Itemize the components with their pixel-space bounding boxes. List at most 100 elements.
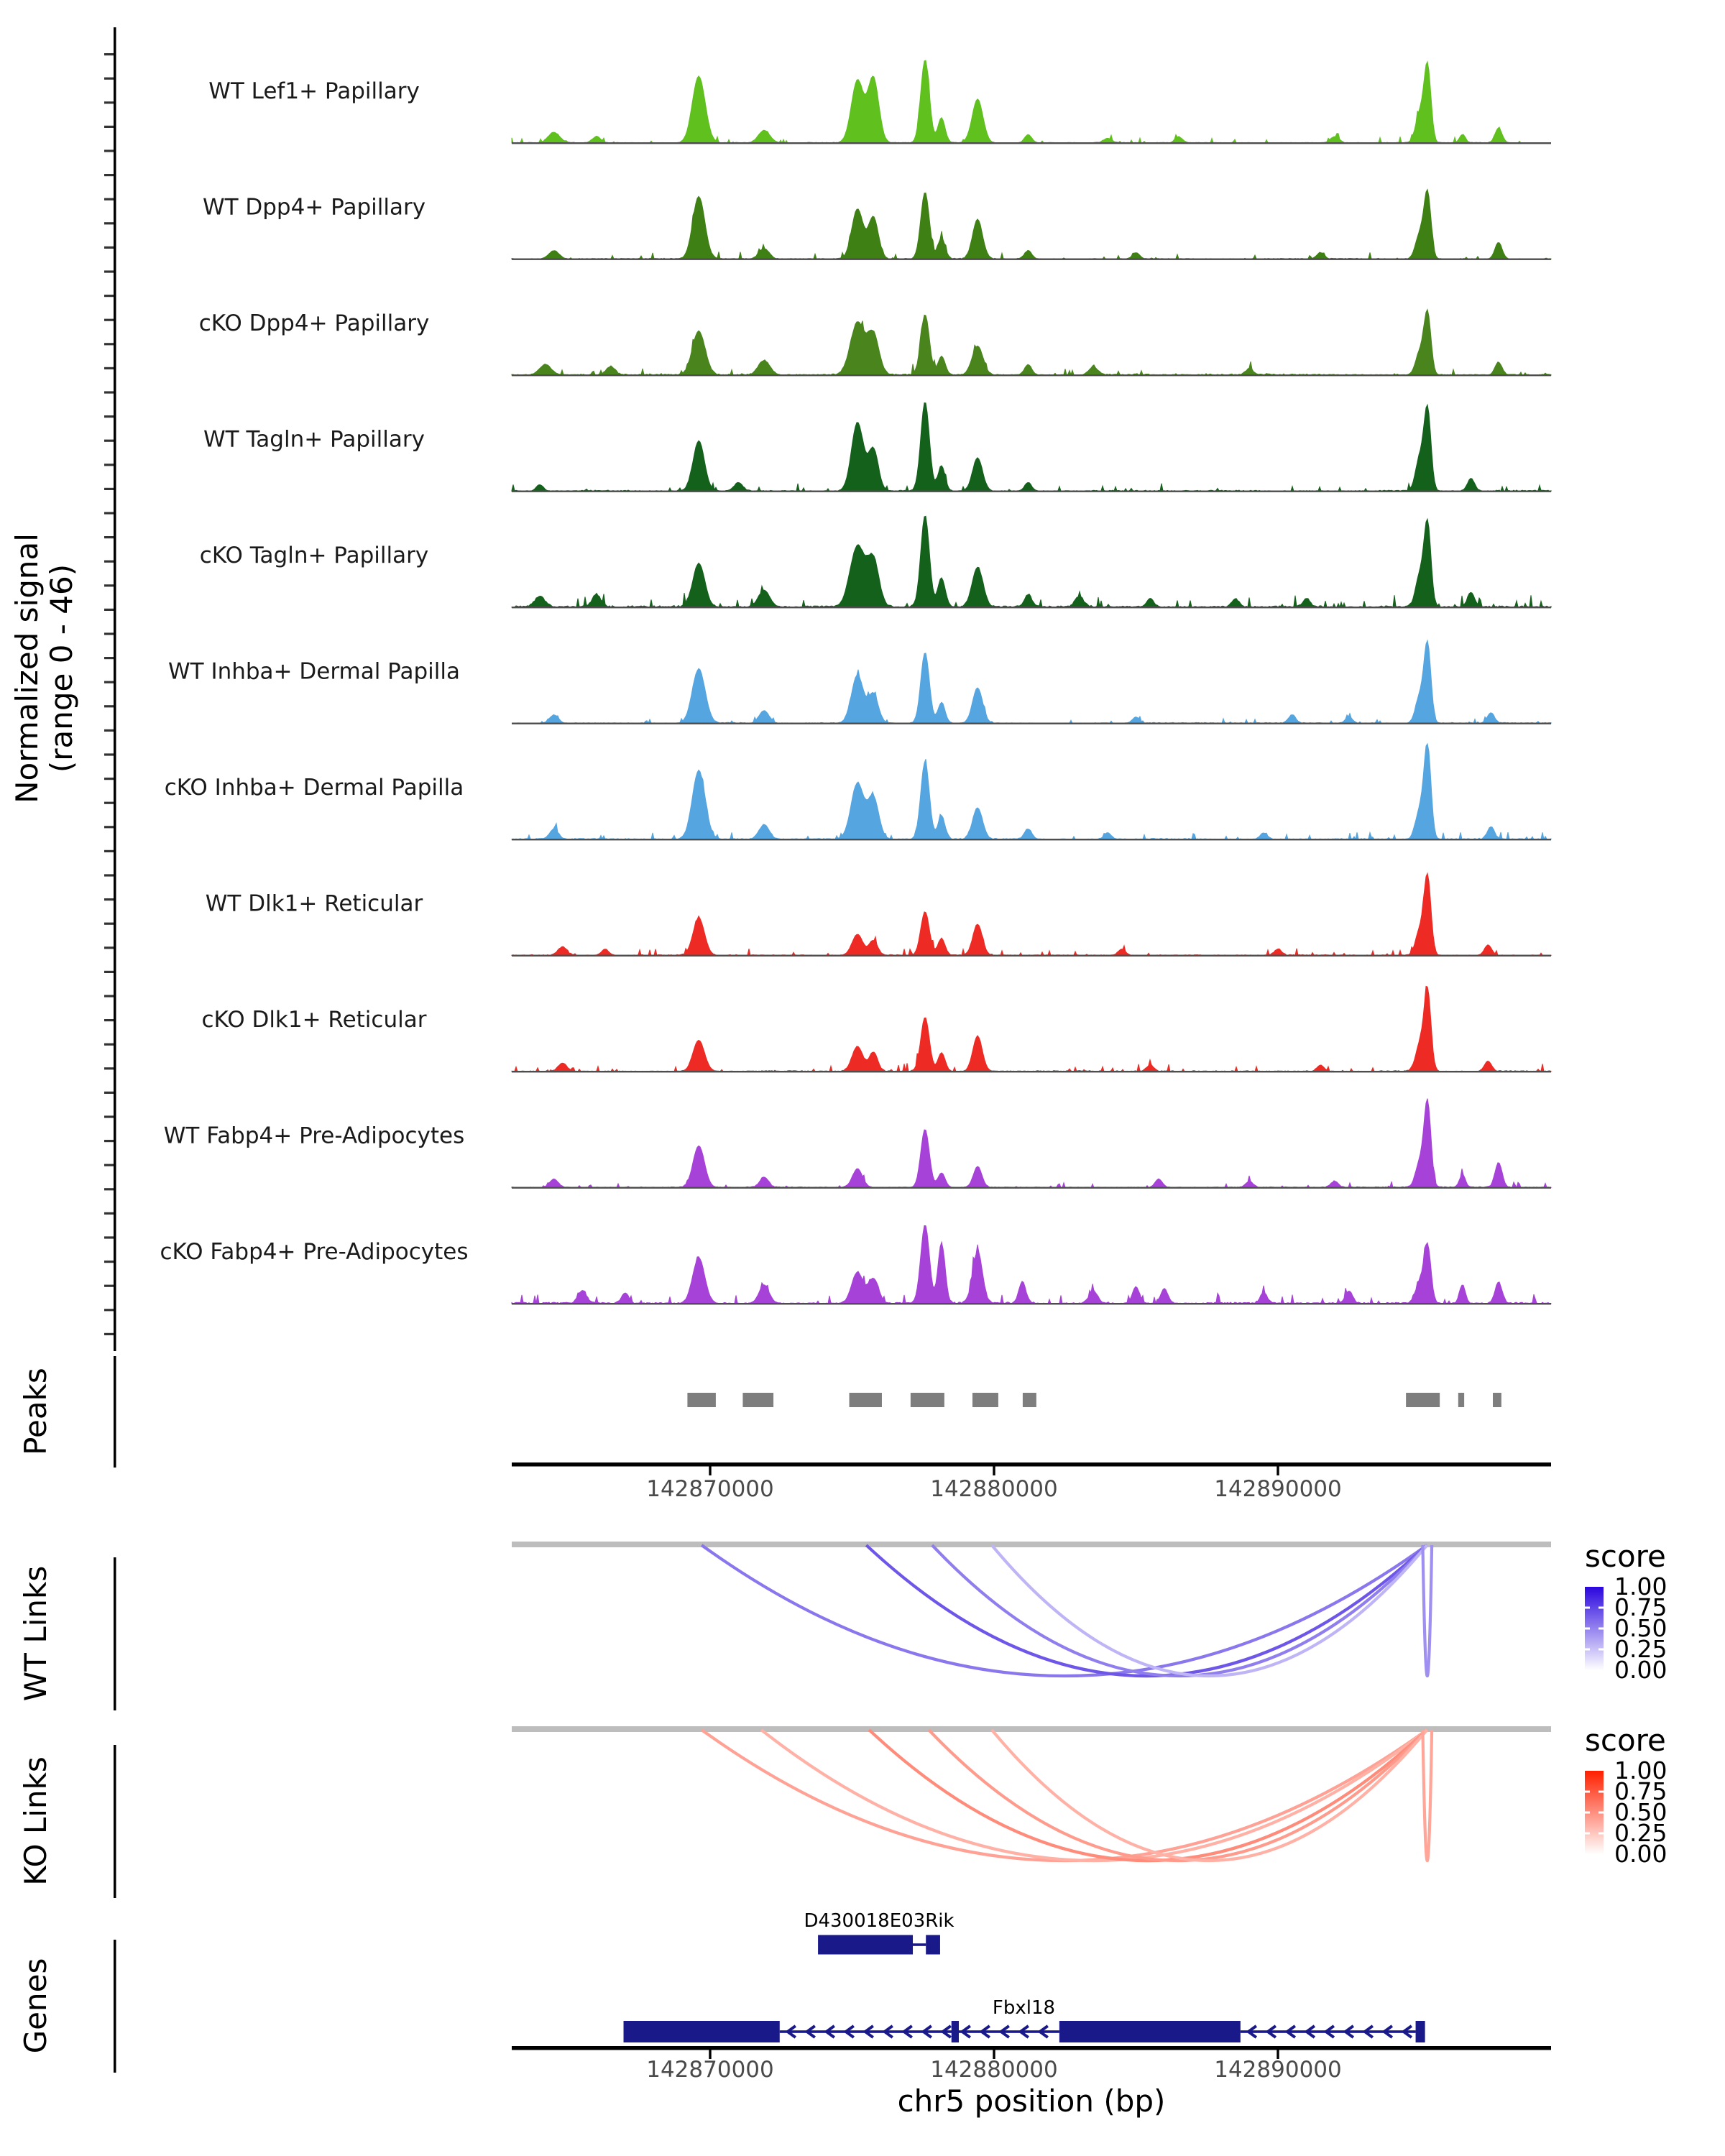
peaks-x-axis-tick-label: 142890000 [1214,1476,1342,1502]
gene-name-label: D430018E03Rik [804,1910,954,1932]
wt-score-legend-bar-notch [1585,1606,1590,1609]
ko-link-arc [990,1728,1428,1862]
wt-score-legend-bar-notch [1598,1648,1604,1651]
genes-panel-label: Genes [18,1958,53,2054]
peak-box [1022,1393,1036,1407]
signal-y-axis-tick [104,1043,114,1046]
wt-score-legend-tick-label: 0.50 [1614,1614,1667,1642]
wt-links-panel-label: WT Links [18,1566,53,1701]
track-label: cKO Dlk1+ Reticular [202,1007,427,1033]
ko-score-legend-bar-notch [1598,1811,1604,1814]
signal-track-baseline [512,1187,1551,1189]
gene-strand-arrow [1401,2024,1413,2039]
peak-box [687,1393,716,1407]
wt-score-legend-tick-label: 0.00 [1614,1656,1667,1684]
signal-y-axis-tick [104,1019,114,1022]
signal-track-baseline [512,839,1551,841]
genes-x-axis-tick-label: 142880000 [930,2057,1058,2083]
signal-y-axis-tick [104,318,114,321]
gene-strand-arrow [1343,2024,1355,2039]
y-axis-label-line1: Normalized signal [9,533,45,803]
signal-y-axis-tick [104,391,114,394]
wt-link-arc [700,1544,1428,1677]
signal-y-axis-tick [104,512,114,515]
signal-y-axis-tick [104,1140,114,1143]
signal-y-axis-tick [104,729,114,732]
genes-x-axis-line [512,2046,1551,2050]
y-axis-label-line2: (range 0 - 46) [44,564,79,773]
ko-link-baseline-bar [512,1726,1551,1732]
signal-y-axis-tick [104,1332,114,1335]
gene-strand-arrow [1304,2024,1316,2039]
signal-y-axis-tick [104,657,114,660]
signal-y-axis-tick [104,995,114,998]
genes-axis-line [114,1940,116,2073]
signal-y-axis-tick [104,222,114,225]
signal-y-axis-tick [104,632,114,635]
gene-strand-arrow [882,2024,893,2039]
signal-track-area [511,1225,1552,1304]
gene-intron-line [779,2030,1059,2033]
signal-y-axis-tick [104,101,114,104]
peak-box [849,1393,882,1407]
signal-y-axis-line [114,27,116,1351]
peak-box [1406,1393,1440,1407]
gene-strand-arrow [901,2024,913,2039]
wt-link-arc [931,1544,1428,1678]
signal-track-baseline [512,722,1551,724]
peaks-panel-label: Peaks [18,1368,53,1455]
signal-y-axis-tick [104,826,114,829]
gene-intron-line [913,1943,926,1946]
signal-track-area [511,188,1552,260]
signal-y-axis-tick [104,681,114,683]
ko-link-arc [868,1728,1428,1863]
gene-strand-arrow [979,2024,990,2039]
wt-score-legend-tick-label: 0.25 [1614,1635,1667,1663]
ko-link-arc [1421,1729,1434,1862]
signal-track-baseline [512,607,1551,609]
track-label: WT Fabp4+ Pre-Adipocytes [164,1123,465,1149]
ko-links-axis-line [114,1745,116,1898]
signal-track-area [511,742,1552,841]
signal-track-baseline [512,374,1551,377]
ko-links-panel-label: KO Links [18,1756,53,1886]
peak-box [972,1393,998,1407]
peak-box [1493,1393,1501,1407]
signal-track-area [511,60,1552,144]
genes-x-axis-tick-label: 142870000 [646,2057,774,2083]
signal-y-axis-tick [104,778,114,780]
peak-box [742,1393,774,1407]
ko-link-arc [700,1728,1428,1862]
signal-y-axis-tick [104,1309,114,1312]
ko-score-legend-title: score [1585,1723,1666,1758]
signal-track-area [511,985,1552,1072]
gene-strand-arrow [804,2024,816,2039]
peaks-x-axis-tick [993,1466,995,1475]
signal-y-axis-tick [104,1284,114,1287]
signal-y-axis-tick [104,536,114,539]
signal-y-axis-tick [104,874,114,877]
genes-x-axis-tick [993,2050,995,2059]
signal-track-baseline [512,490,1551,492]
wt-score-legend-bar-notch [1598,1606,1604,1609]
signal-y-axis-tick [104,1236,114,1239]
gene-strand-arrow [1037,2024,1049,2039]
gene-strand-arrow [824,2024,835,2039]
wt-link-baseline-bar [512,1542,1551,1547]
signal-track-area [511,308,1552,376]
peaks-x-axis-tick-label: 142870000 [646,1476,774,1502]
ko-score-legend-tick-label: 0.00 [1614,1840,1667,1868]
signal-y-axis-tick [104,125,114,128]
signal-y-axis-tick [104,367,114,369]
signal-y-axis-tick [104,1067,114,1070]
peaks-x-axis-tick-label: 142880000 [930,1476,1058,1502]
peaks-x-axis-line [512,1462,1551,1467]
signal-track-area [511,639,1552,724]
ko-score-legend-bar-notch [1585,1811,1590,1814]
signal-y-axis-tick [104,946,114,949]
gene-strand-arrow [1323,2024,1335,2039]
gene-exon [926,1935,940,1955]
signal-y-axis-tick [104,270,114,273]
signal-track-baseline [512,1071,1551,1073]
